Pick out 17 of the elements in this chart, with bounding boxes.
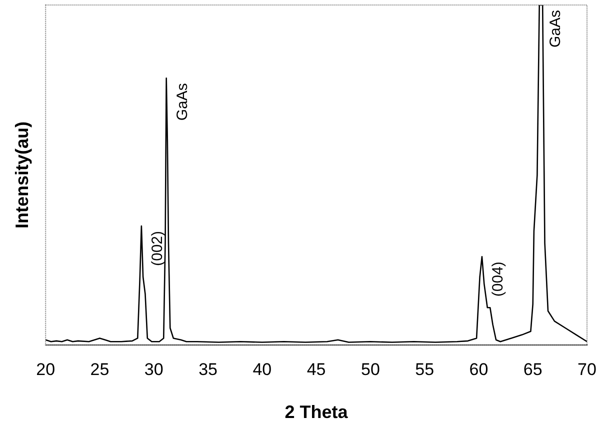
x-tick-label: 35 (198, 360, 218, 379)
x-tick-label: 65 (523, 360, 542, 379)
annotation: GaAs (546, 10, 564, 48)
annotation: (004) (490, 262, 507, 297)
x-tick-label: 55 (415, 360, 434, 379)
x-tick-label: 25 (90, 360, 110, 379)
x-tick-label: 70 (578, 360, 596, 379)
x-tick-label: 30 (144, 360, 164, 379)
x-tick-label: 20 (36, 360, 56, 379)
x-tick-label: 50 (360, 360, 380, 379)
x-tick-label: 40 (252, 360, 272, 379)
annotation: (002) (149, 230, 166, 266)
annotation: GaAs (174, 83, 191, 121)
x-tick-label: 60 (469, 360, 488, 379)
x-axis-title: 2 Theta (284, 402, 349, 422)
x-tick-label: 45 (306, 360, 326, 379)
y-axis-title: Intensity(au) (12, 121, 32, 229)
